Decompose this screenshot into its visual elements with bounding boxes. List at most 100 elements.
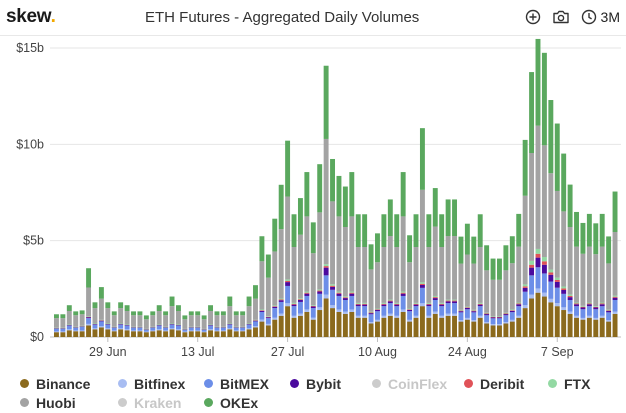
bar-segment-deribit (426, 303, 432, 305)
bar-segment-bitfinex (131, 330, 136, 332)
bar-segment-ftx (118, 323, 124, 325)
bar-segment-huobi (426, 247, 432, 303)
bar-segment-binance (208, 330, 214, 337)
bar-segment-deribit (516, 303, 522, 305)
bar-segment-bitfinex (240, 330, 246, 332)
bar-segment-bitmex (612, 300, 618, 312)
bar-segment-huobi (195, 315, 201, 327)
bar-segment-bybit (285, 282, 291, 286)
bar-segment-bitfinex (452, 313, 457, 316)
bar-segment-bitfinex (92, 328, 98, 330)
bar-segment-deribit (477, 303, 483, 305)
bar-segment-binance (541, 296, 547, 337)
bar-segment-ftx (79, 325, 85, 327)
bar-segment-bybit (330, 286, 335, 290)
bar-segment-huobi (253, 298, 258, 320)
bar-segment-okex (124, 305, 130, 311)
bar-segment-bitfinex (554, 303, 560, 307)
bar-segment-binance (73, 331, 79, 337)
bar-segment-bitmex (452, 303, 457, 314)
legend-item-kraken[interactable]: Kraken (118, 395, 204, 411)
bar-segment-bitfinex (375, 319, 380, 322)
legend-item-bitmex[interactable]: BitMEX (204, 376, 290, 392)
bar-segment-binance (240, 331, 246, 337)
camera-icon[interactable] (552, 8, 570, 26)
bar-segment-ftx (355, 302, 361, 304)
bar-segment-bybit (375, 309, 380, 312)
legend-swatch (290, 379, 299, 388)
bar-segment-okex (304, 172, 310, 217)
bar-segment-bitmex (606, 312, 612, 321)
bar-segment-ftx (150, 326, 156, 328)
bar-segment-bitmex (535, 267, 541, 289)
bar-segment-bitfinex (529, 294, 535, 299)
bar-segment-okex (253, 285, 258, 299)
bar-segment-bitmex (143, 329, 149, 332)
bar-segment-okex (175, 305, 181, 311)
bar-segment-ftx (330, 284, 335, 286)
bar-segment-ftx (169, 323, 175, 325)
bar-segment-okex (285, 140, 291, 197)
bar-segment-bybit (458, 311, 464, 313)
clock-icon (580, 8, 598, 26)
bar-segment-bybit (342, 298, 348, 301)
bar-segment-bybit (413, 304, 419, 307)
bar-segment-binance (163, 331, 169, 337)
bar-segment-deribit (323, 266, 329, 268)
legend-item-bitfinex[interactable]: Bitfinex (118, 376, 204, 392)
bar-segment-huobi (375, 262, 380, 309)
bar-segment-binance (554, 306, 560, 337)
legend-item-okex[interactable]: OKEx (204, 395, 290, 411)
legend-item-binance[interactable]: Binance (20, 376, 118, 392)
bar-segment-ftx (208, 324, 214, 325)
bar-segment-deribit (490, 316, 496, 318)
bar-segment-binance (105, 329, 111, 337)
bar-segment-huobi (73, 315, 79, 327)
bar-segment-binance (86, 325, 92, 337)
chart-title: ETH Futures - Aggregated Daily Volumes (145, 9, 420, 26)
logo-text: skew (6, 6, 51, 27)
bar-segment-huobi (381, 247, 387, 303)
bar-segment-bitfinex (265, 323, 271, 326)
time-range-selector[interactable]: 3M (580, 8, 620, 26)
bar-segment-bitmex (522, 291, 528, 306)
legend-item-huobi[interactable]: Huobi (20, 395, 118, 411)
bar-segment-huobi (310, 253, 316, 306)
bar-segment-ftx (561, 286, 567, 289)
bar-segment-binance (567, 313, 573, 337)
bar-segment-bitfinex (362, 315, 368, 318)
bar-segment-bitfinex (400, 309, 406, 312)
bar-segment-huobi (66, 310, 72, 325)
bar-segment-deribit (541, 261, 547, 265)
plus-circle-icon[interactable] (524, 8, 542, 26)
bar-segment-okex (516, 213, 522, 247)
skew-logo[interactable]: skew. (6, 6, 56, 28)
bar-segment-bybit (574, 304, 579, 307)
legend-item-coinflex[interactable]: CoinFlex (372, 376, 464, 392)
legend-item-deribit[interactable]: Deribit (464, 376, 548, 392)
chart-header: skew. ETH Futures - Aggregated Daily Vol… (0, 0, 626, 36)
bar-segment-bybit (253, 320, 258, 322)
bar-segment-ftx (265, 316, 271, 317)
bar-segment-bybit (599, 304, 605, 307)
bar-segment-bitfinex (195, 330, 201, 332)
bar-segment-binance (330, 308, 335, 337)
bar-segment-okex (163, 311, 169, 316)
bar-segment-binance (593, 319, 599, 337)
legend-item-ftx[interactable]: FTX (548, 376, 608, 392)
bar-segment-okex (227, 296, 233, 307)
bar-segment-huobi (86, 287, 92, 317)
bar-segment-bybit (272, 306, 278, 309)
bar-segment-huobi (548, 173, 554, 270)
bar-segment-bitmex (297, 301, 303, 314)
bar-segment-bybit (349, 293, 355, 296)
bar-segment-bitmex (291, 306, 297, 316)
bar-segment-okex (464, 223, 470, 255)
legend-item-bybit[interactable]: Bybit (290, 376, 372, 392)
bar-segment-huobi (368, 269, 374, 312)
bar-segment-ftx (497, 316, 502, 317)
bar-segment-bitfinex (612, 311, 618, 314)
bar-segment-bitmex (105, 324, 111, 329)
legend-label: FTX (564, 375, 591, 392)
bar-segment-okex (86, 268, 92, 288)
